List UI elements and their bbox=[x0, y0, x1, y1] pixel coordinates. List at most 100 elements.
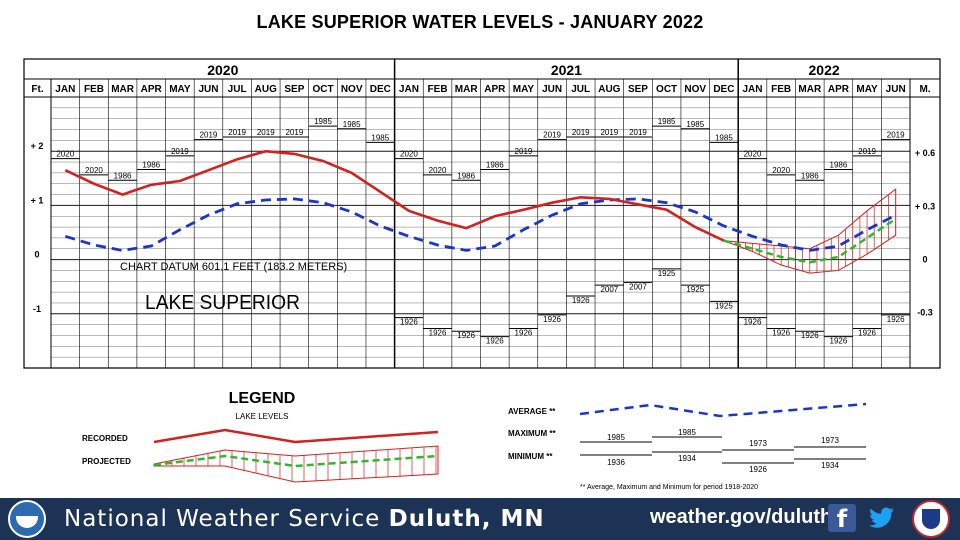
month-label: JUN bbox=[198, 84, 218, 95]
legend-min-year: 1936 bbox=[607, 458, 625, 467]
month-label: JUL bbox=[228, 84, 247, 95]
month-label: JAN bbox=[399, 84, 419, 95]
min-record-year: 1926 bbox=[486, 337, 504, 346]
month-label: MAY bbox=[513, 84, 535, 95]
legend-max-year: 1973 bbox=[749, 439, 767, 448]
min-record-year: 1926 bbox=[858, 328, 876, 337]
min-record-year: 1925 bbox=[715, 301, 733, 310]
legend-average-line bbox=[579, 402, 867, 418]
max-record-year: 2019 bbox=[629, 128, 647, 137]
min-record-year: 2007 bbox=[600, 285, 618, 294]
max-record-year: 1986 bbox=[830, 160, 848, 169]
noaa-logo-icon bbox=[8, 500, 46, 538]
month-label: APR bbox=[484, 84, 506, 95]
month-label: DEC bbox=[370, 84, 391, 95]
month-label: AUG bbox=[598, 84, 620, 95]
legend-recorded-label: RECORDED bbox=[82, 434, 128, 443]
legend-subtitle: LAKE LEVELS bbox=[236, 412, 289, 421]
recorded-line bbox=[64, 149, 725, 242]
min-record-year: 1926 bbox=[515, 328, 533, 337]
water-level-chart: Ft. M. JAN FEB MAR APR MAY JUN JUL AUG SEP OCT NOV DE… bbox=[23, 58, 941, 491]
month-label: JUN bbox=[886, 84, 906, 95]
datum-label: CHART DATUM 601.1 FEET (183.2 METERS) bbox=[120, 261, 347, 273]
y-tick-label-m: -0.3 bbox=[917, 308, 933, 318]
month-label: APR bbox=[828, 84, 850, 95]
average-line bbox=[64, 197, 897, 252]
min-record-year: 1926 bbox=[572, 296, 590, 305]
projected-line bbox=[723, 217, 897, 264]
month-label: NOV bbox=[341, 84, 363, 95]
month-label: JAN bbox=[55, 84, 75, 95]
month-label: JAN bbox=[743, 84, 763, 95]
month-label: FEB bbox=[84, 84, 104, 95]
max-record-year: 2020 bbox=[56, 150, 74, 159]
max-record-year: 2019 bbox=[858, 147, 876, 156]
max-record-year: 2019 bbox=[515, 147, 533, 156]
max-record-year: 2019 bbox=[572, 128, 590, 137]
max-record-year: 2019 bbox=[171, 147, 189, 156]
min-record-year: 1926 bbox=[772, 328, 790, 337]
month-label: FEB bbox=[428, 84, 448, 95]
max-record-year: 1985 bbox=[343, 120, 361, 129]
month-label: AUG bbox=[255, 84, 277, 95]
legend-minimum-label: MINIMUM ** bbox=[508, 452, 553, 461]
legend-max-year: 1985 bbox=[678, 428, 696, 437]
month-label: OCT bbox=[656, 84, 677, 95]
min-record-year: 1926 bbox=[400, 318, 418, 327]
twitter-icon[interactable] bbox=[866, 502, 898, 534]
max-record-year: 2020 bbox=[400, 150, 418, 159]
max-record-year: 1986 bbox=[114, 171, 132, 180]
max-record-year: 1986 bbox=[801, 171, 819, 180]
month-label: APR bbox=[141, 84, 163, 95]
max-record-year: 2019 bbox=[543, 131, 561, 140]
y-tick-label-ft: + 1 bbox=[31, 195, 44, 205]
facebook-icon[interactable]: f bbox=[828, 504, 856, 533]
website-link[interactable]: weather.gov/duluth bbox=[650, 506, 833, 528]
legend-maximum-label: MAXIMUM ** bbox=[508, 429, 556, 438]
legend-max-year: 1973 bbox=[821, 436, 839, 445]
year-label: 2022 bbox=[809, 62, 840, 78]
min-record-year: 1926 bbox=[744, 318, 762, 327]
legend-max-year: 1985 bbox=[607, 433, 625, 442]
y-tick-label-m: + 0.3 bbox=[915, 201, 935, 211]
legend-min-year: 1926 bbox=[749, 465, 767, 474]
month-label: MAR bbox=[455, 84, 479, 95]
y-tick-label-ft: 0 bbox=[34, 250, 39, 260]
max-record-year: 2019 bbox=[887, 131, 905, 140]
office-location: Duluth, MN bbox=[388, 506, 545, 532]
month-label: MAY bbox=[856, 84, 878, 95]
nws-logo-icon bbox=[912, 500, 950, 538]
month-label: JUL bbox=[571, 84, 590, 95]
max-record-year: 1985 bbox=[314, 117, 332, 126]
max-record-year: 1986 bbox=[457, 171, 475, 180]
min-record-year: 1926 bbox=[887, 315, 905, 324]
chart-frame bbox=[23, 58, 941, 369]
max-record-year: 2020 bbox=[85, 166, 103, 175]
max-record-year: 1986 bbox=[142, 160, 160, 169]
lake-name-label: LAKE SUPERIOR bbox=[145, 292, 300, 314]
legend-average-label: AVERAGE ** bbox=[508, 407, 556, 416]
max-record-year: 2019 bbox=[257, 128, 275, 137]
max-record-year: 2019 bbox=[200, 131, 218, 140]
max-record-year: 1986 bbox=[486, 160, 504, 169]
chart-title: LAKE SUPERIOR WATER LEVELS - JANUARY 202… bbox=[256, 12, 704, 32]
month-label: SEP bbox=[628, 84, 648, 95]
month-label: OCT bbox=[312, 84, 333, 95]
max-record-year: 1985 bbox=[686, 120, 704, 129]
footer-banner: National Weather Service Duluth, MN weat… bbox=[0, 498, 960, 540]
left-unit-label: Ft. bbox=[31, 84, 43, 95]
min-record-year: 1926 bbox=[429, 328, 447, 337]
month-label: MAY bbox=[169, 84, 191, 95]
month-label: JUN bbox=[542, 84, 562, 95]
max-record-year: 1985 bbox=[371, 133, 389, 142]
right-unit-label: M. bbox=[919, 84, 930, 95]
min-record-year: 1926 bbox=[457, 331, 475, 340]
max-record-year: 1985 bbox=[658, 117, 676, 126]
month-label: NOV bbox=[684, 84, 706, 95]
y-tick-label-m: + 0.6 bbox=[915, 148, 935, 158]
legend-projected-line bbox=[153, 454, 439, 468]
max-record-year: 2020 bbox=[744, 150, 762, 159]
min-record-year: 1926 bbox=[543, 315, 561, 324]
legend-projected-label: PROJECTED bbox=[82, 457, 131, 466]
year-label: 2020 bbox=[207, 62, 238, 78]
